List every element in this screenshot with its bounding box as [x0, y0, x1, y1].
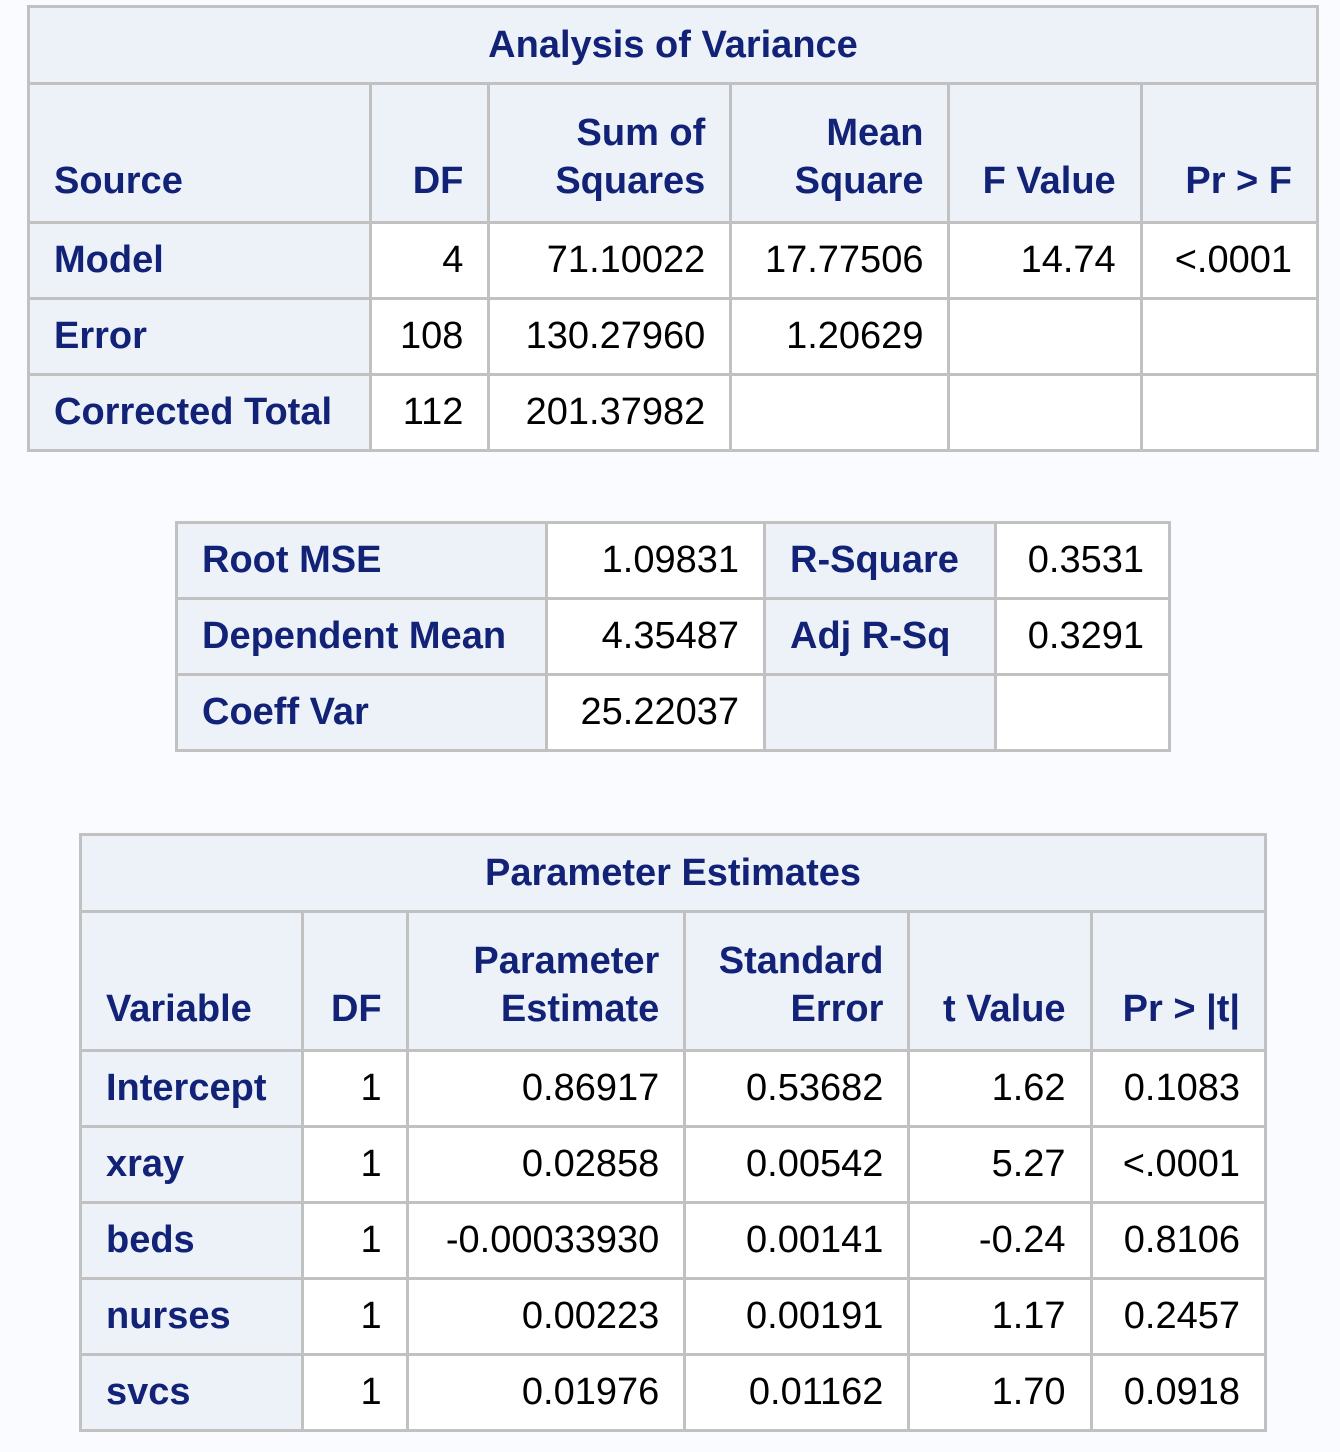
params-header-variable: Variable	[79, 910, 304, 1052]
table-row: beds 1 -0.00033930 0.00141 -0.24 0.8106	[79, 1201, 1268, 1280]
params-t-cell: 1.70	[907, 1353, 1093, 1432]
fit-value-cell: 0.3531	[994, 521, 1171, 600]
anova-ms-cell	[729, 373, 951, 452]
anova-f-cell: 14.74	[947, 221, 1143, 300]
table-row: Corrected Total 112 201.37982	[27, 373, 1320, 452]
params-df-cell: 1	[300, 1125, 409, 1204]
table-row: Model 4 71.10022 17.77506 14.74 <.0001	[27, 221, 1320, 300]
parameter-estimates-table: Parameter Estimates Variable DF Paramete…	[79, 833, 1268, 1432]
fit-label-cell: Coeff Var	[174, 673, 549, 752]
anova-header-f: F Value	[947, 82, 1143, 224]
fit-value-cell: 4.35487	[545, 597, 766, 676]
params-se-cell: 0.00191	[683, 1277, 911, 1356]
params-t-cell: 1.17	[907, 1277, 1093, 1356]
table-row: svcs 1 0.01976 0.01162 1.70 0.0918	[79, 1353, 1268, 1432]
fit-label-cell: Dependent Mean	[174, 597, 549, 676]
anova-source-cell: Corrected Total	[27, 373, 372, 452]
params-variable-cell: nurses	[79, 1277, 304, 1356]
table-row: Dependent Mean 4.35487 Adj R-Sq 0.3291	[174, 597, 1171, 676]
fit-statistics-table: Root MSE 1.09831 R-Square 0.3531 Depende…	[174, 521, 1171, 752]
fit-label-cell: R-Square	[762, 521, 998, 600]
params-header-se: Standard Error	[683, 910, 911, 1052]
fit-value-cell	[994, 673, 1171, 752]
anova-table: Analysis of Variance Source DF Sum of Squ…	[27, 5, 1320, 452]
anova-header-source: Source	[27, 82, 372, 224]
params-df-cell: 1	[300, 1353, 409, 1432]
anova-header-p: Pr > F	[1139, 82, 1320, 224]
anova-df-cell: 108	[368, 297, 491, 376]
params-estimate-cell: 0.02858	[405, 1125, 687, 1204]
params-header-se-line2: Error	[790, 988, 884, 1030]
params-estimate-cell: 0.86917	[405, 1049, 687, 1128]
params-se-cell: 0.00542	[683, 1125, 911, 1204]
anova-source-cell: Model	[27, 221, 372, 300]
params-df-cell: 1	[300, 1277, 409, 1356]
table-row: Coeff Var 25.22037	[174, 673, 1171, 752]
table-row: Error 108 130.27960 1.20629	[27, 297, 1320, 376]
params-header-df: DF	[300, 910, 409, 1052]
anova-p-cell: <.0001	[1139, 221, 1320, 300]
params-se-cell: 0.01162	[683, 1353, 911, 1432]
anova-ms-cell: 17.77506	[729, 221, 951, 300]
params-p-cell: 0.8106	[1089, 1201, 1268, 1280]
table-row: Root MSE 1.09831 R-Square 0.3531	[174, 521, 1171, 600]
params-variable-cell: xray	[79, 1125, 304, 1204]
params-header-estimate: Parameter Estimate	[405, 910, 687, 1052]
table-row: Intercept 1 0.86917 0.53682 1.62 0.1083	[79, 1049, 1268, 1128]
anova-ms-cell: 1.20629	[729, 297, 951, 376]
anova-p-cell	[1139, 297, 1320, 376]
params-header-t: t Value	[907, 910, 1093, 1052]
params-df-cell: 1	[300, 1201, 409, 1280]
anova-df-cell: 4	[368, 221, 491, 300]
anova-f-cell	[947, 373, 1143, 452]
params-estimate-cell: 0.00223	[405, 1277, 687, 1356]
params-se-cell: 0.53682	[683, 1049, 911, 1128]
anova-header-df: DF	[368, 82, 491, 224]
params-variable-cell: svcs	[79, 1353, 304, 1432]
anova-ss-cell: 71.10022	[487, 221, 733, 300]
anova-title: Analysis of Variance	[27, 5, 1319, 85]
params-se-cell: 0.00141	[683, 1201, 911, 1280]
params-header-p: Pr > |t|	[1089, 910, 1268, 1052]
params-variable-cell: Intercept	[79, 1049, 304, 1128]
params-df-cell: 1	[300, 1049, 409, 1128]
params-t-cell: 5.27	[907, 1125, 1093, 1204]
anova-header-ss-line2: Squares	[555, 160, 706, 202]
params-t-cell: 1.62	[907, 1049, 1093, 1128]
params-header-se-line1: Standard	[718, 940, 884, 982]
fit-label-cell: Adj R-Sq	[762, 597, 998, 676]
params-p-cell: 0.0918	[1089, 1353, 1268, 1432]
table-row: nurses 1 0.00223 0.00191 1.17 0.2457	[79, 1277, 1268, 1356]
fit-value-cell: 0.3291	[994, 597, 1171, 676]
params-header-estimate-line1: Parameter	[473, 940, 660, 982]
params-p-cell: <.0001	[1089, 1125, 1268, 1204]
fit-label-cell: Root MSE	[174, 521, 549, 600]
anova-ss-cell: 130.27960	[487, 297, 733, 376]
anova-source-cell: Error	[27, 297, 372, 376]
anova-header-ms-line2: Square	[794, 160, 924, 202]
fit-value-cell: 1.09831	[545, 521, 766, 600]
anova-header-ss-line1: Sum of	[576, 112, 706, 154]
fit-value-cell: 25.22037	[545, 673, 766, 752]
params-title: Parameter Estimates	[79, 833, 1267, 913]
params-header-estimate-line2: Estimate	[500, 988, 660, 1030]
anova-header-ms: Mean Square	[729, 82, 951, 224]
params-estimate-cell: 0.01976	[405, 1353, 687, 1432]
params-p-cell: 0.1083	[1089, 1049, 1268, 1128]
params-t-cell: -0.24	[907, 1201, 1093, 1280]
anova-p-cell	[1139, 373, 1320, 452]
fit-label-cell	[762, 673, 998, 752]
anova-f-cell	[947, 297, 1143, 376]
table-row: xray 1 0.02858 0.00542 5.27 <.0001	[79, 1125, 1268, 1204]
anova-df-cell: 112	[368, 373, 491, 452]
params-variable-cell: beds	[79, 1201, 304, 1280]
anova-header-ms-line1: Mean	[826, 112, 924, 154]
params-p-cell: 0.2457	[1089, 1277, 1268, 1356]
anova-ss-cell: 201.37982	[487, 373, 733, 452]
anova-header-ss: Sum of Squares	[487, 82, 733, 224]
params-estimate-cell: -0.00033930	[405, 1201, 687, 1280]
